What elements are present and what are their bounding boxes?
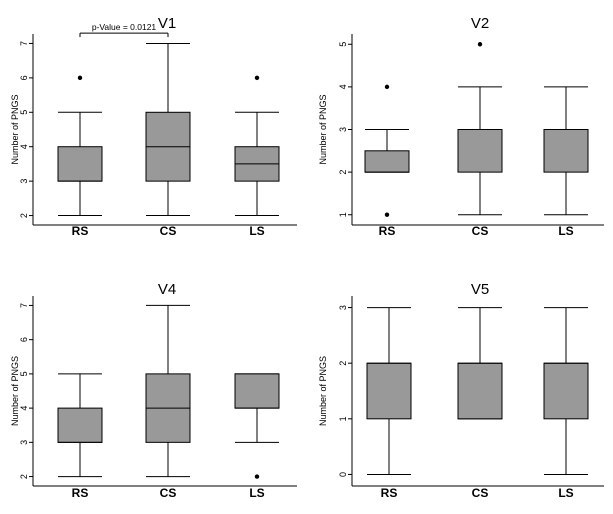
chart-title: V4 — [158, 281, 176, 298]
box-iqr — [234, 373, 280, 409]
outlier-point — [254, 75, 260, 81]
category-label-rs: RS — [72, 486, 89, 500]
chart-title: V2 — [471, 15, 489, 32]
significance-annotation: p-Value = 0.0121 — [79, 22, 169, 38]
y-tick-label: 3 — [338, 127, 348, 132]
y-tick-label: 3 — [19, 179, 29, 184]
y-tick-label: 2 — [338, 170, 348, 175]
y-axis-label: Number of PNGS — [10, 94, 20, 164]
box-ls — [234, 75, 280, 217]
y-tick-label: 3 — [19, 440, 29, 445]
outlier-point — [384, 212, 390, 217]
category-label-ls: LS — [249, 224, 264, 238]
y-tick-label: 4 — [19, 144, 29, 149]
category-label-ls: LS — [249, 486, 264, 500]
category-label-cs: CS — [160, 486, 177, 500]
category-label-ls: LS — [558, 486, 573, 500]
category-label-cs: CS — [472, 486, 489, 500]
category-label-rs: RS — [72, 224, 89, 238]
p-value-label: p-Value = 0.0121 — [92, 22, 157, 32]
chart-title: V5 — [471, 281, 489, 298]
y-tick-label: 6 — [19, 337, 29, 342]
category-label-rs: RS — [381, 486, 398, 500]
category-label-cs: CS — [472, 224, 489, 238]
y-tick-label: 0 — [338, 472, 348, 477]
y-tick-label: 1 — [338, 416, 348, 421]
y-tick-label: 4 — [19, 406, 29, 411]
y-tick-label: 7 — [19, 41, 29, 46]
y-tick-label: 1 — [338, 212, 348, 217]
y-tick-label: 5 — [338, 42, 348, 47]
box-cs — [457, 42, 503, 216]
box-iqr — [57, 407, 103, 443]
y-tick-label: 5 — [19, 371, 29, 376]
box-iqr — [457, 362, 503, 420]
box-cs — [145, 304, 191, 478]
outlier-point — [384, 84, 390, 90]
chart-panel-v1: V1 2 3 4 5 6 7 Number of PNGS RS CS LS p-Value = 0.… — [10, 15, 297, 238]
box-ls — [543, 86, 589, 216]
y-tick-label: 5 — [19, 110, 29, 115]
chart-title: V1 — [158, 15, 176, 32]
y-tick-label: 2 — [19, 213, 29, 218]
outlier-point — [477, 42, 483, 47]
box-iqr — [543, 362, 589, 420]
box-iqr — [364, 150, 410, 173]
chart-panel-v4: V4 2 3 4 5 6 7 Number of PNGS RS CS LS — [10, 281, 297, 500]
outlier-point — [254, 474, 260, 479]
box-rs — [364, 84, 410, 217]
category-label-rs: RS — [379, 224, 396, 238]
y-tick-label: 2 — [19, 474, 29, 479]
y-tick-label: 2 — [338, 361, 348, 366]
y-axis-label: Number of PNGS — [318, 356, 328, 426]
box-cs — [145, 42, 191, 217]
category-label-ls: LS — [558, 224, 573, 238]
box-iqr — [366, 362, 412, 420]
y-axis-label: Number of PNGS — [10, 356, 20, 426]
category-label-cs: CS — [160, 224, 177, 238]
box-ls — [234, 373, 280, 479]
box-rs — [366, 307, 412, 475]
chart-panel-v5: V5 0 1 2 3 Number of PNGS RS CS LS — [318, 281, 604, 500]
y-axis-label: Number of PNGS — [318, 94, 328, 164]
y-tick-label: 7 — [19, 303, 29, 308]
box-iqr — [57, 146, 103, 182]
chart-panel-v2: V2 1 2 3 4 5 Number of PNGS RS CS LS — [318, 15, 604, 238]
y-tick-label: 6 — [19, 75, 29, 80]
box-ls — [543, 307, 589, 475]
box-iqr — [543, 129, 589, 173]
y-tick-label: 4 — [338, 84, 348, 89]
box-iqr — [457, 129, 503, 173]
y-tick-label: 3 — [338, 305, 348, 310]
box-cs — [457, 307, 503, 420]
box-rs — [57, 75, 103, 217]
outlier-point — [77, 75, 83, 81]
box-rs — [57, 373, 103, 478]
